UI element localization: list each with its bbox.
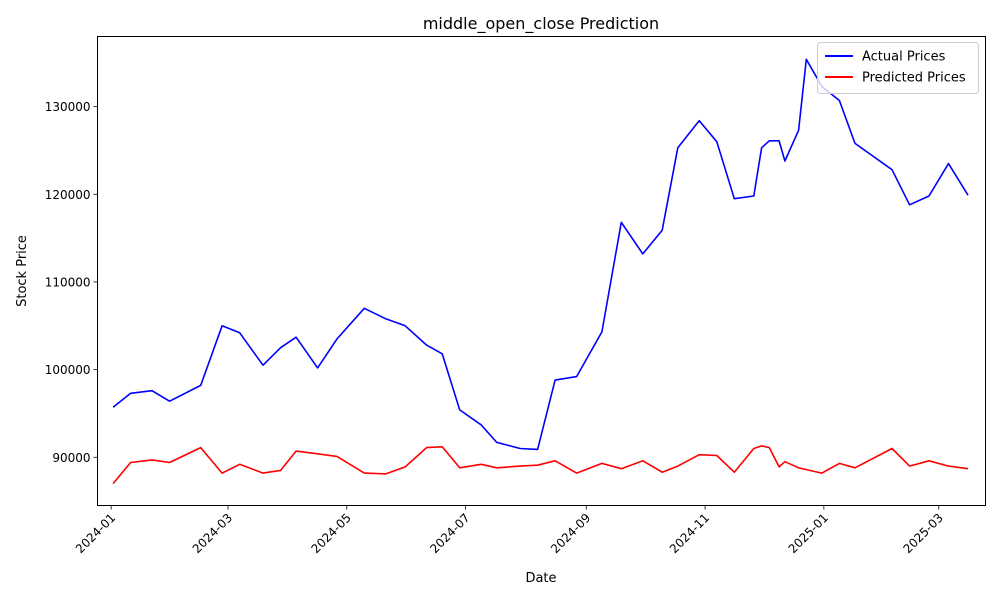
y-tick-label: 130000 — [45, 100, 91, 114]
x-axis-label: Date — [525, 571, 556, 586]
y-tick-label: 100000 — [45, 363, 91, 377]
y-tick-label: 110000 — [45, 275, 91, 289]
chart-title: middle_open_close Prediction — [423, 14, 659, 34]
y-tick-label: 90000 — [52, 451, 90, 465]
y-axis-label: Stock Price — [15, 235, 30, 307]
y-axis-ticks: 90000 100000 110000 120000 130000 — [45, 100, 98, 465]
plot-frame — [97, 36, 986, 506]
legend: Actual Prices Predicted Prices — [817, 42, 979, 94]
series-line-predicted — [112, 445, 969, 485]
plot-lines — [112, 58, 969, 485]
legend-label-predicted: Predicted Prices — [862, 71, 966, 86]
y-tick-label: 120000 — [45, 188, 91, 202]
legend-box — [817, 42, 979, 94]
legend-label-actual: Actual Prices — [862, 50, 946, 65]
series-line-actual — [112, 58, 969, 451]
